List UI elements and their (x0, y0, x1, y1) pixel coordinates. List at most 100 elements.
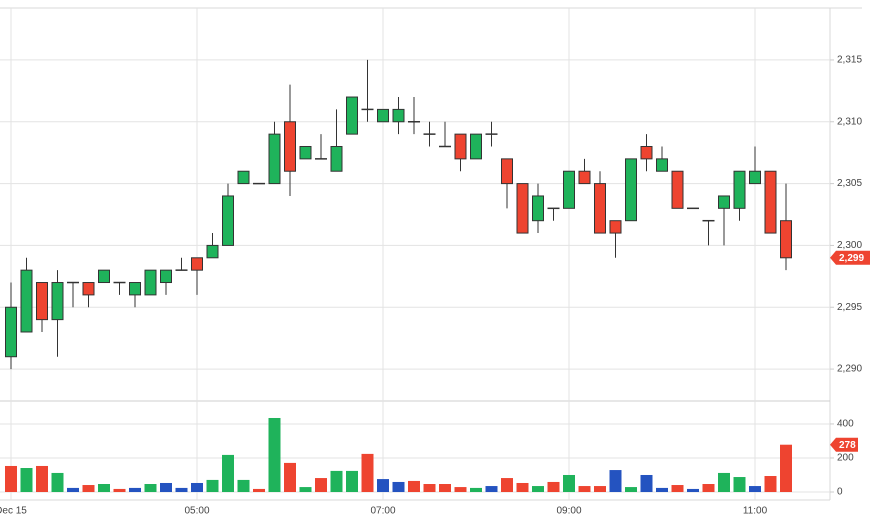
volume-bar (516, 482, 529, 493)
candle-body (780, 220, 792, 259)
candle-body (516, 183, 529, 234)
y-tick-label: 400 (837, 419, 854, 430)
volume-bar (532, 486, 544, 493)
volume-badge-label: 278 (839, 440, 856, 451)
candle-body (764, 170, 777, 234)
candle-body (656, 158, 668, 172)
volume-bar (299, 487, 312, 493)
candle-body (5, 306, 17, 358)
candle-body (144, 269, 157, 296)
volume-bar (98, 484, 110, 493)
candle-body (51, 282, 64, 321)
y-tick-label: 2,290 (837, 364, 862, 375)
volume-bar (237, 479, 250, 493)
volume-bar (36, 465, 48, 493)
candle-body (330, 145, 343, 172)
volume-bar (454, 487, 467, 493)
volume-bar (160, 482, 172, 493)
y-tick-label: 2,310 (837, 116, 862, 127)
candle-body (392, 108, 405, 123)
volume-bar (687, 488, 699, 493)
candle-body (346, 96, 358, 135)
candle-body (20, 269, 33, 333)
candle-body (377, 108, 389, 123)
x-tick-label: 05:00 (184, 506, 209, 517)
candle-body (206, 244, 219, 259)
volume-bar (470, 487, 482, 493)
volume-bar (5, 465, 17, 493)
price-badge (830, 250, 870, 265)
volume-bar (609, 470, 622, 493)
x-tick-label: Dec 15 (0, 506, 27, 517)
x-tick-label: 09:00 (556, 506, 581, 517)
candle-body (470, 133, 482, 160)
volume-bar (222, 454, 234, 493)
candle-body (563, 170, 575, 209)
volume-bar (749, 486, 761, 493)
volume-bar (733, 477, 746, 493)
volume-bar (377, 479, 389, 493)
volume-bar (284, 462, 296, 493)
volume-bar (718, 472, 730, 493)
volume-bar (408, 480, 420, 493)
volume-bar (191, 482, 203, 493)
y-tick-label: 2,315 (837, 55, 862, 66)
volume-bar (330, 470, 343, 493)
volume-bar (594, 486, 606, 493)
candle-body (268, 133, 281, 185)
volume-bar (144, 484, 157, 493)
candle-body (640, 145, 653, 160)
volume-bar (82, 485, 95, 493)
candle-body (532, 195, 544, 222)
y-tick-label: 2,305 (837, 178, 862, 189)
y-tick-label: 0 (837, 487, 843, 498)
volume-bar (578, 486, 591, 493)
candle-body (191, 257, 203, 271)
candle-body (237, 170, 250, 185)
candle-body (284, 121, 296, 172)
volume-bar (547, 481, 560, 493)
volume-bar (563, 474, 575, 493)
volume-bar (485, 486, 498, 493)
candle-body (454, 133, 467, 160)
x-tick-label: 11:00 (743, 506, 768, 517)
volume-bar (780, 444, 792, 493)
volume-bar (640, 474, 653, 493)
candle-body (98, 269, 110, 284)
volume-bar (764, 476, 777, 493)
volume-bar (175, 487, 188, 493)
volume-bar (625, 487, 637, 493)
candle-body (222, 195, 234, 246)
candle-body (594, 183, 606, 234)
volume-bar (346, 470, 358, 493)
volume-bar (392, 481, 405, 493)
volume-bar (439, 484, 451, 493)
volume-bar (51, 472, 64, 493)
candle-body (609, 220, 622, 234)
candle-body (160, 269, 172, 284)
volume-bar (67, 487, 79, 493)
candle-body (625, 158, 637, 222)
candle-body (718, 195, 730, 209)
volume-bar (253, 488, 265, 493)
candle-body (578, 170, 591, 185)
candle-body (733, 170, 746, 209)
y-tick-label: 200 (837, 453, 854, 464)
volume-bar (361, 453, 374, 493)
candle-body (36, 282, 48, 321)
candle-body (129, 282, 141, 296)
volume-bar (702, 484, 715, 493)
volume-bar (423, 484, 436, 493)
y-tick-label: 2,300 (837, 240, 862, 251)
candle-body (501, 158, 513, 185)
candle-body (671, 170, 684, 209)
volume-bar (315, 478, 327, 493)
candle-body (82, 282, 95, 296)
volume-bar (268, 417, 281, 493)
volume-bar (129, 487, 141, 493)
volume-bar (113, 488, 126, 493)
volume-bar (206, 479, 219, 493)
price-badge-label: 2,299 (839, 253, 864, 264)
candle-body (749, 170, 761, 185)
